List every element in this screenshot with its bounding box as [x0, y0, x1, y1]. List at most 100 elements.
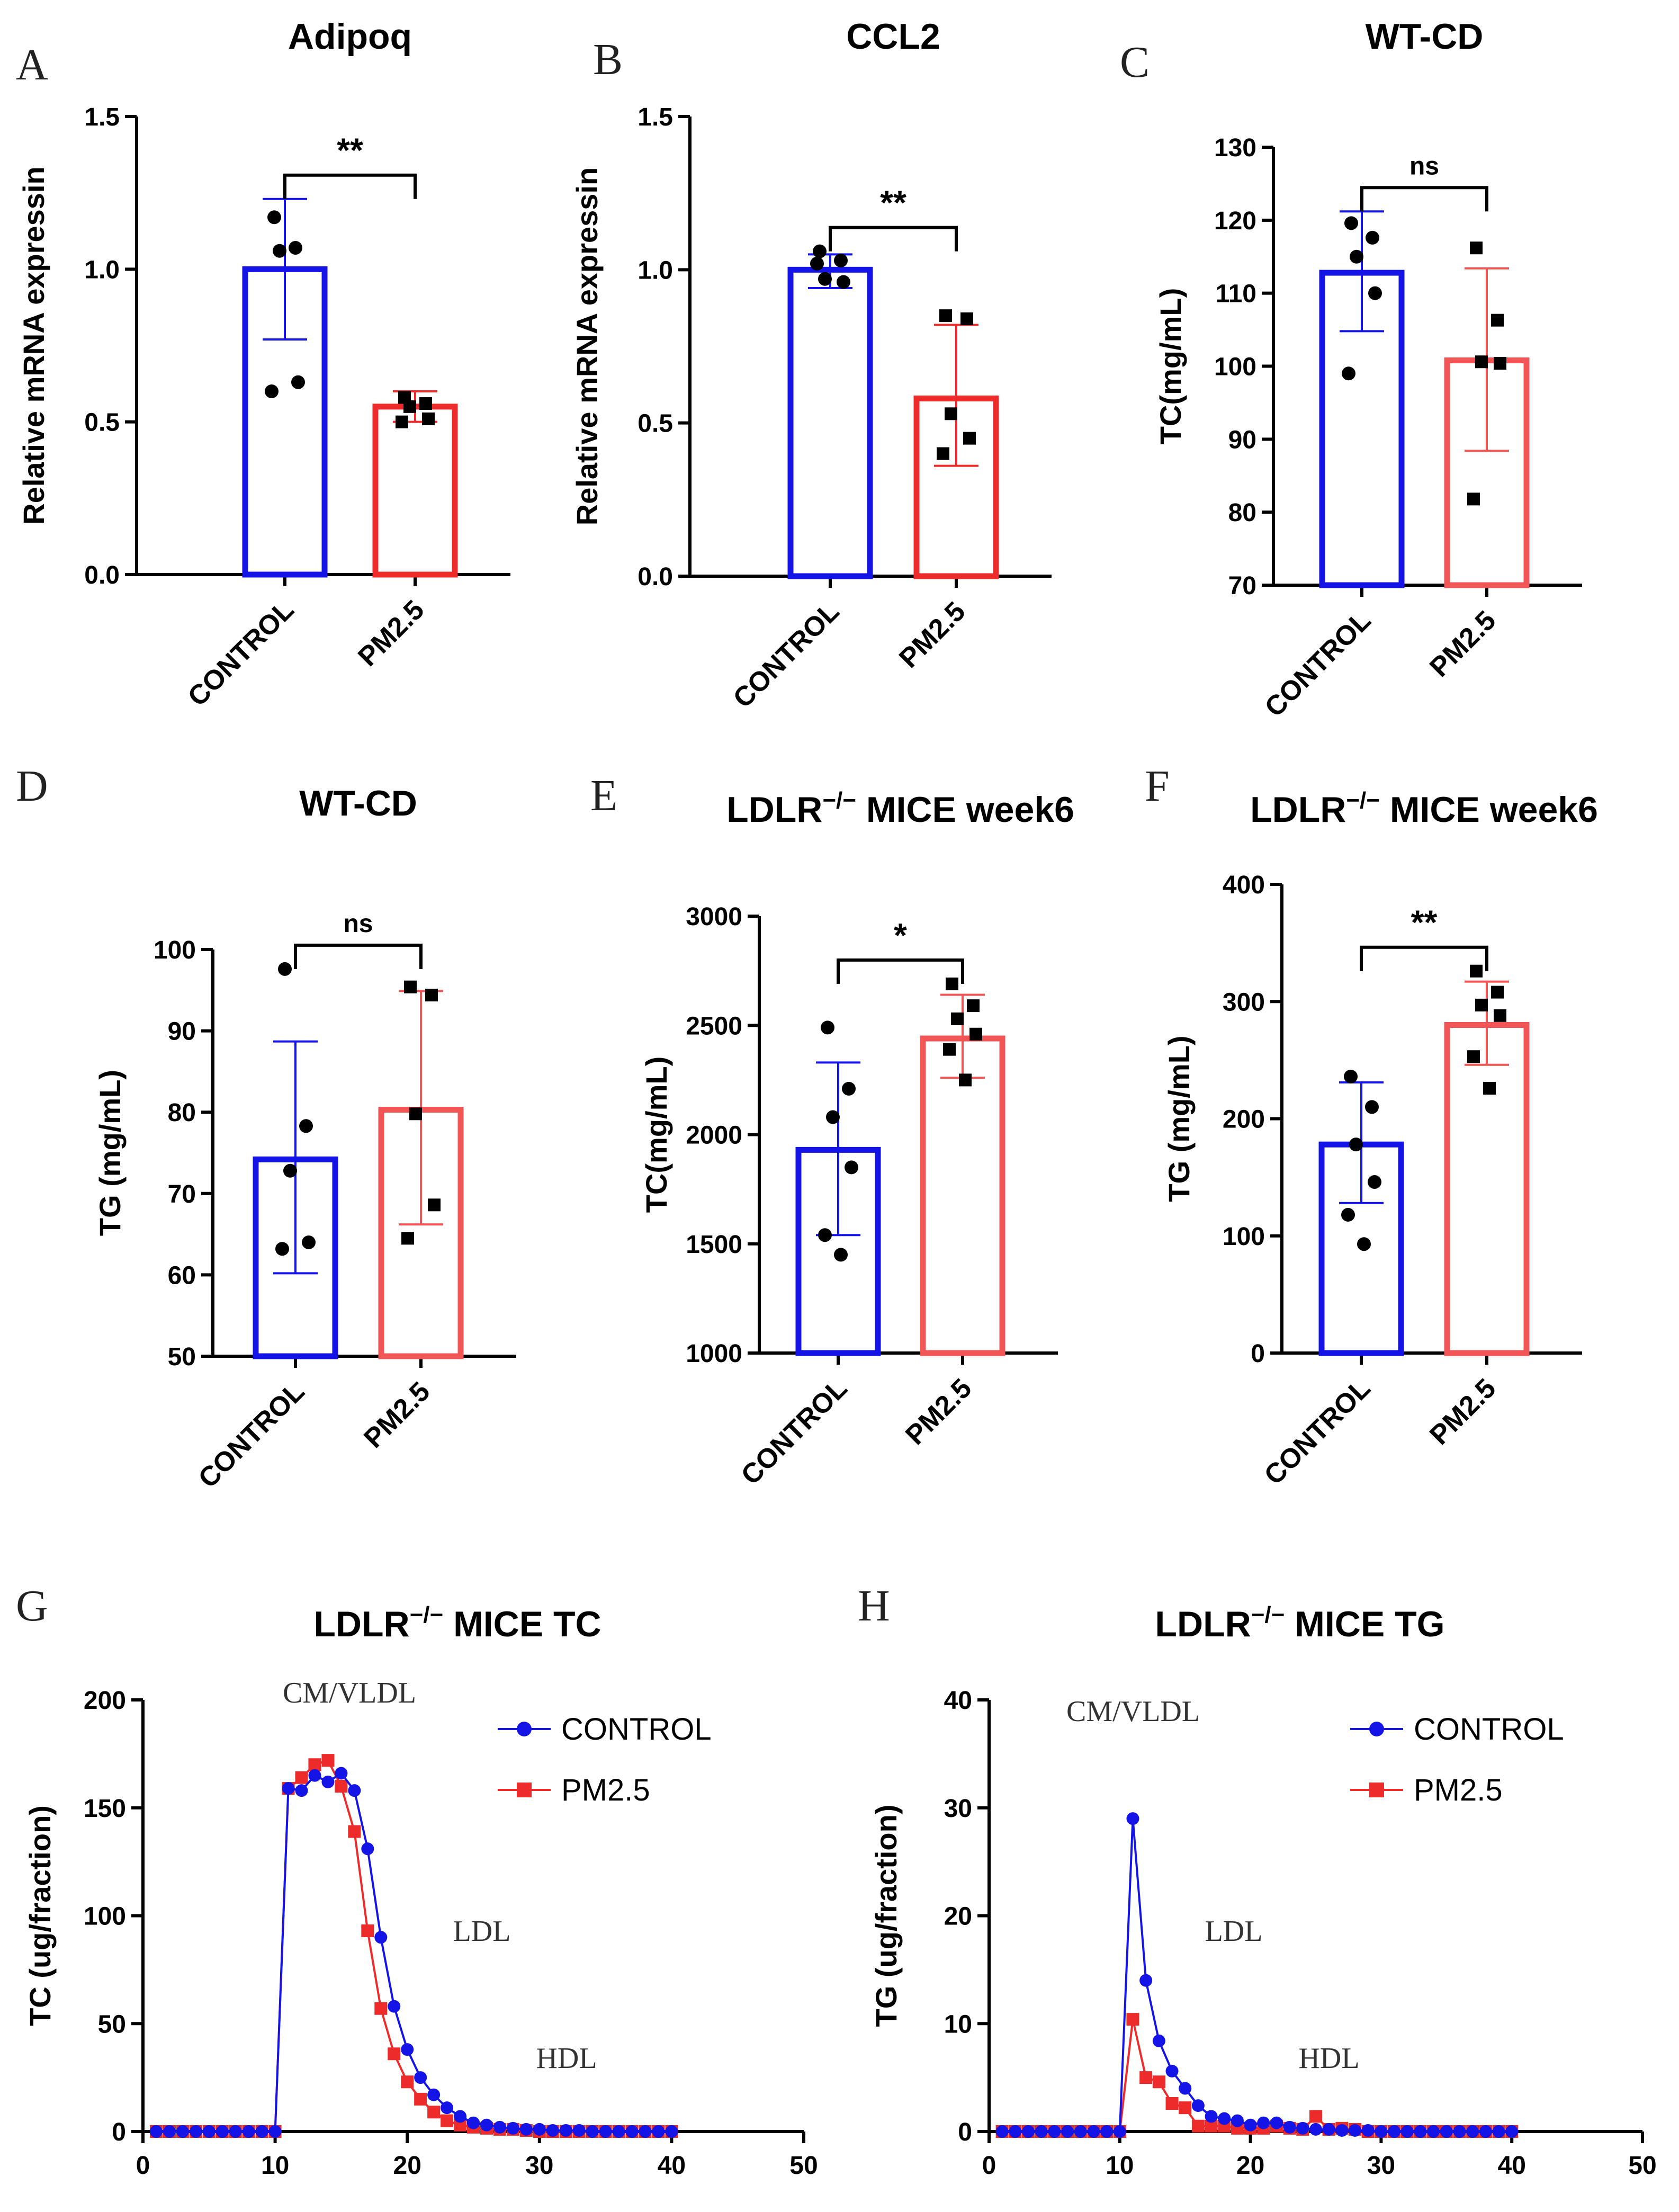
- data-point: [1152, 2075, 1165, 2089]
- y-tick-label: 50: [168, 1343, 196, 1371]
- y-tick-label: 1.5: [84, 103, 120, 131]
- data-point: [273, 244, 286, 258]
- panel-b: B CCL2 0.0 0.5 1.0 1.5 Relative mRNA expressin…: [570, 16, 1052, 714]
- panel-title: LDLR−/− MICE TC: [313, 1602, 601, 1644]
- series-line-pm25: [1002, 2019, 1512, 2133]
- data-point: [939, 309, 952, 323]
- data-point: [295, 1784, 308, 1797]
- data-point: [1505, 2125, 1519, 2138]
- significance-bracket: [1360, 186, 1488, 212]
- y-tick-label: 0: [112, 2118, 126, 2146]
- data-point: [599, 2125, 612, 2138]
- title-prefix: LDLR: [1250, 790, 1346, 830]
- legend-label: CONTROL: [561, 1712, 712, 1747]
- panel-title: LDLR−/− MICE week6: [726, 787, 1074, 830]
- y-axis-label: Relative mRNA expressin: [17, 166, 50, 524]
- x-tick-label: 30: [525, 2152, 553, 2180]
- significance-label: **: [1411, 903, 1438, 942]
- data-point: [414, 2092, 427, 2106]
- y-tick-label: 120: [1214, 207, 1256, 235]
- y-axis-label: TG (mg/mL): [93, 1070, 127, 1236]
- data-point: [959, 1073, 972, 1087]
- x-tick-label: 10: [1106, 2152, 1134, 2180]
- data-point: [1361, 2124, 1375, 2137]
- data-point: [995, 2125, 1009, 2138]
- category-label: CONTROL: [728, 596, 846, 714]
- y-tick-label: 2000: [686, 1122, 742, 1150]
- region-annotation: HDL: [1298, 2042, 1359, 2075]
- data-point: [821, 1020, 834, 1035]
- y-axis-label: TC(mg/mL): [1154, 288, 1187, 445]
- data-point: [946, 977, 958, 990]
- data-point: [845, 1160, 858, 1175]
- data-point: [1475, 998, 1488, 1011]
- data-point: [480, 2118, 493, 2132]
- panel-title: CCL2: [846, 16, 940, 57]
- significance-label: **: [880, 184, 906, 222]
- data-point: [419, 397, 432, 410]
- data-point: [425, 989, 438, 1002]
- data-point: [1494, 1009, 1506, 1022]
- y-tick-label: 200: [1223, 1106, 1265, 1134]
- data-point: [1126, 1812, 1139, 1825]
- y-tick-label: 400: [1223, 871, 1265, 899]
- data-point: [216, 2125, 229, 2138]
- y-tick-label: 300: [1223, 988, 1265, 1016]
- data-point: [1365, 1100, 1379, 1114]
- data-point: [842, 1081, 856, 1096]
- category-label: PM2.5: [893, 596, 971, 674]
- data-point: [1491, 314, 1504, 327]
- data-point: [388, 2047, 401, 2061]
- bar-pm25: [1444, 1022, 1530, 1356]
- category-label: PM2.5: [900, 1373, 977, 1450]
- data-point: [176, 2125, 189, 2138]
- data-point: [454, 2110, 467, 2123]
- significance-label: ns: [1409, 152, 1439, 180]
- data-point: [1244, 2118, 1257, 2132]
- y-tick-label: 200: [84, 1687, 126, 1715]
- title-main: MICE week6: [856, 790, 1074, 830]
- data-point: [308, 1769, 321, 1782]
- y-tick-label: 60: [168, 1261, 196, 1289]
- title-prefix: LDLR: [726, 790, 822, 830]
- data-point: [506, 2121, 519, 2135]
- panel-letter: D: [16, 762, 48, 811]
- data-point: [963, 432, 976, 445]
- data-point: [1467, 1050, 1480, 1063]
- data-point: [441, 2114, 454, 2127]
- y-tick-label: 1500: [686, 1231, 742, 1259]
- data-point: [428, 1198, 441, 1212]
- x-tick-label: 0: [982, 2152, 996, 2180]
- data-point: [302, 1235, 316, 1249]
- panel-letter: E: [590, 771, 617, 820]
- data-point: [404, 980, 417, 993]
- region-annotation: LDL: [1205, 1915, 1263, 1948]
- y-axis-label: TG (mg/mL): [1162, 1035, 1196, 1202]
- title-prefix: LDLR: [313, 1604, 409, 1644]
- y-tick-label: 0.0: [84, 561, 120, 589]
- data-point: [1344, 1069, 1358, 1083]
- data-point: [348, 1825, 361, 1838]
- data-point: [1257, 2116, 1270, 2129]
- data-point: [335, 1767, 348, 1780]
- data-point: [1179, 2101, 1192, 2115]
- data-point: [255, 2125, 268, 2138]
- data-point: [960, 312, 973, 325]
- data-point: [283, 1163, 297, 1178]
- y-axis-label: TG (ug/fraction): [869, 1805, 903, 2027]
- x-tick-label: 40: [1498, 2152, 1526, 2180]
- data-point: [1494, 356, 1506, 370]
- y-tick-label: 0.5: [638, 410, 673, 438]
- series-line-control: [1002, 1818, 1512, 2133]
- data-point: [1061, 2125, 1074, 2138]
- data-point: [1349, 1138, 1363, 1152]
- data-point: [1165, 2064, 1179, 2077]
- series-line-pm25: [156, 1759, 672, 2133]
- data-point: [1231, 2114, 1244, 2127]
- data-point: [321, 1775, 335, 1788]
- title-superscript: −/−: [1251, 1602, 1285, 1628]
- significance-bracket: [829, 226, 958, 252]
- data-point: [967, 999, 980, 1013]
- x-tick-label: 20: [393, 2152, 421, 2180]
